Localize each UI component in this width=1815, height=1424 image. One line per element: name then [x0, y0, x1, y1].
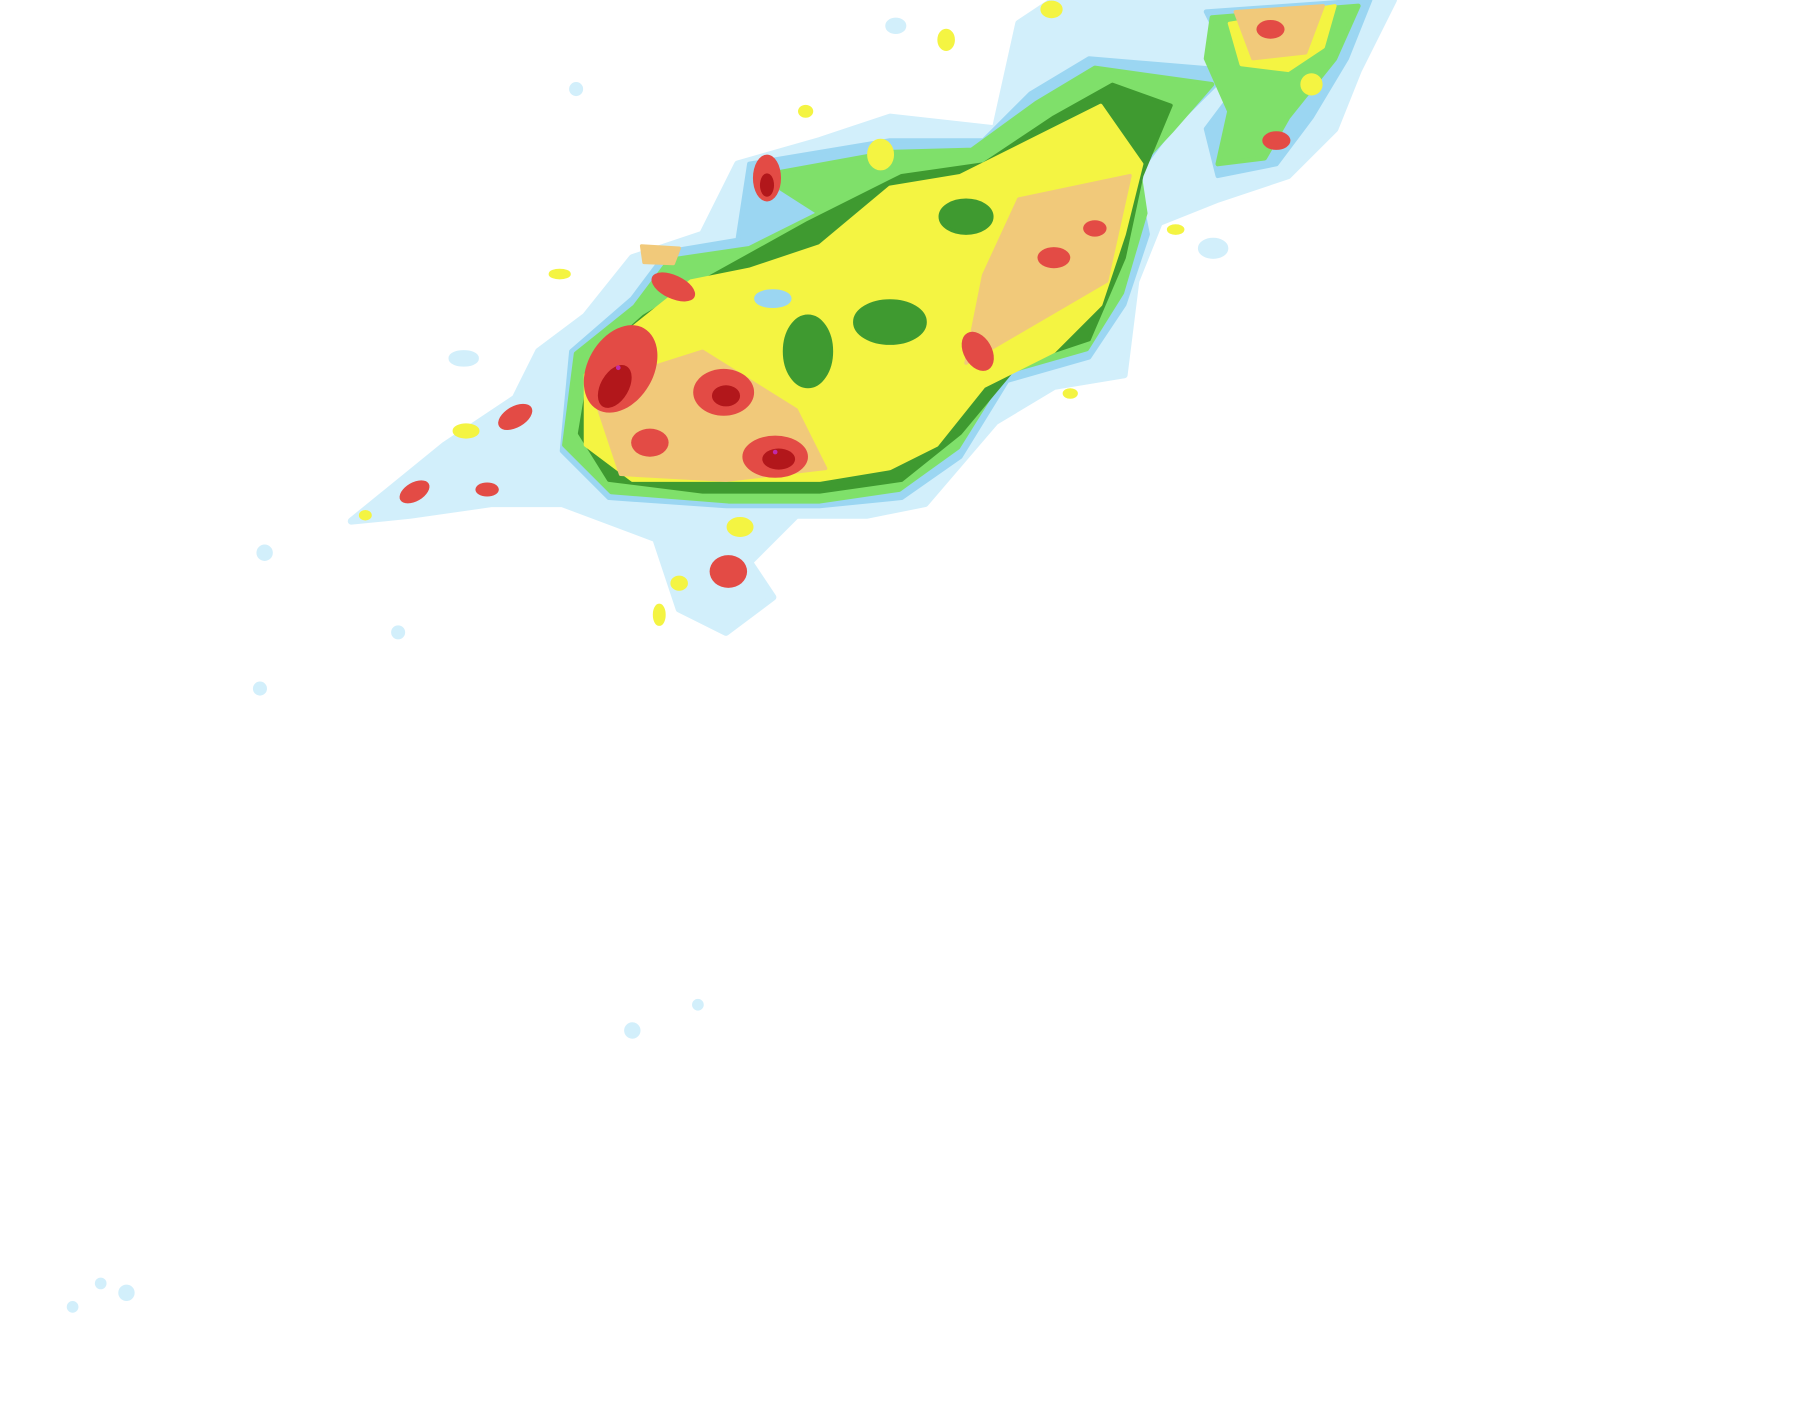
precip-intense	[399, 19, 1291, 588]
echo-cell	[452, 423, 480, 439]
echo-cell	[798, 104, 814, 118]
echo-red	[631, 428, 669, 457]
echo-red	[961, 331, 994, 371]
echo-red	[399, 480, 430, 504]
echo-blue	[754, 289, 792, 309]
echo-cell	[1062, 388, 1078, 399]
echo-cell	[867, 138, 895, 171]
echo-darkgreen	[938, 198, 994, 235]
echo-cell	[358, 510, 372, 521]
echo-red	[1083, 220, 1107, 237]
echo-speck	[1197, 237, 1229, 259]
echo-red	[475, 482, 499, 497]
echo-darkred	[597, 365, 632, 408]
echo-red	[709, 555, 748, 588]
echo-cell	[670, 575, 688, 591]
echo-darkgreen	[853, 299, 927, 345]
echo-speck	[94, 1277, 107, 1290]
echo-magenta	[615, 365, 621, 371]
echo-cell	[937, 28, 955, 51]
echo-speck	[256, 544, 273, 561]
echo-speck	[391, 625, 406, 640]
echo-darkred	[759, 173, 775, 197]
echo-red	[1262, 131, 1291, 150]
echo-cell	[726, 517, 754, 537]
echo-speck	[118, 1284, 135, 1301]
isolated-cells	[358, 0, 1323, 626]
echo-cell	[1166, 224, 1185, 235]
echo-speck	[624, 1022, 641, 1039]
echo-red	[1037, 247, 1071, 269]
echo-speck	[66, 1300, 79, 1313]
echo-cell	[652, 603, 666, 626]
echo-speck	[885, 17, 907, 35]
echo-cell	[1300, 73, 1323, 96]
echo-darkgreen	[782, 314, 834, 389]
echo-magenta	[772, 449, 778, 455]
echo-red	[1256, 19, 1285, 39]
echo-cell	[548, 268, 571, 280]
echo-speck	[569, 82, 584, 97]
echo-speck	[692, 998, 704, 1011]
echo-tan	[639, 244, 681, 266]
echo-darkred	[711, 385, 741, 407]
echo-cell	[1040, 0, 1063, 19]
echo-darkred	[762, 448, 796, 470]
echo-speck	[252, 681, 267, 696]
echo-red	[498, 403, 533, 430]
echo-red	[651, 272, 696, 302]
echo-speck	[448, 350, 479, 367]
